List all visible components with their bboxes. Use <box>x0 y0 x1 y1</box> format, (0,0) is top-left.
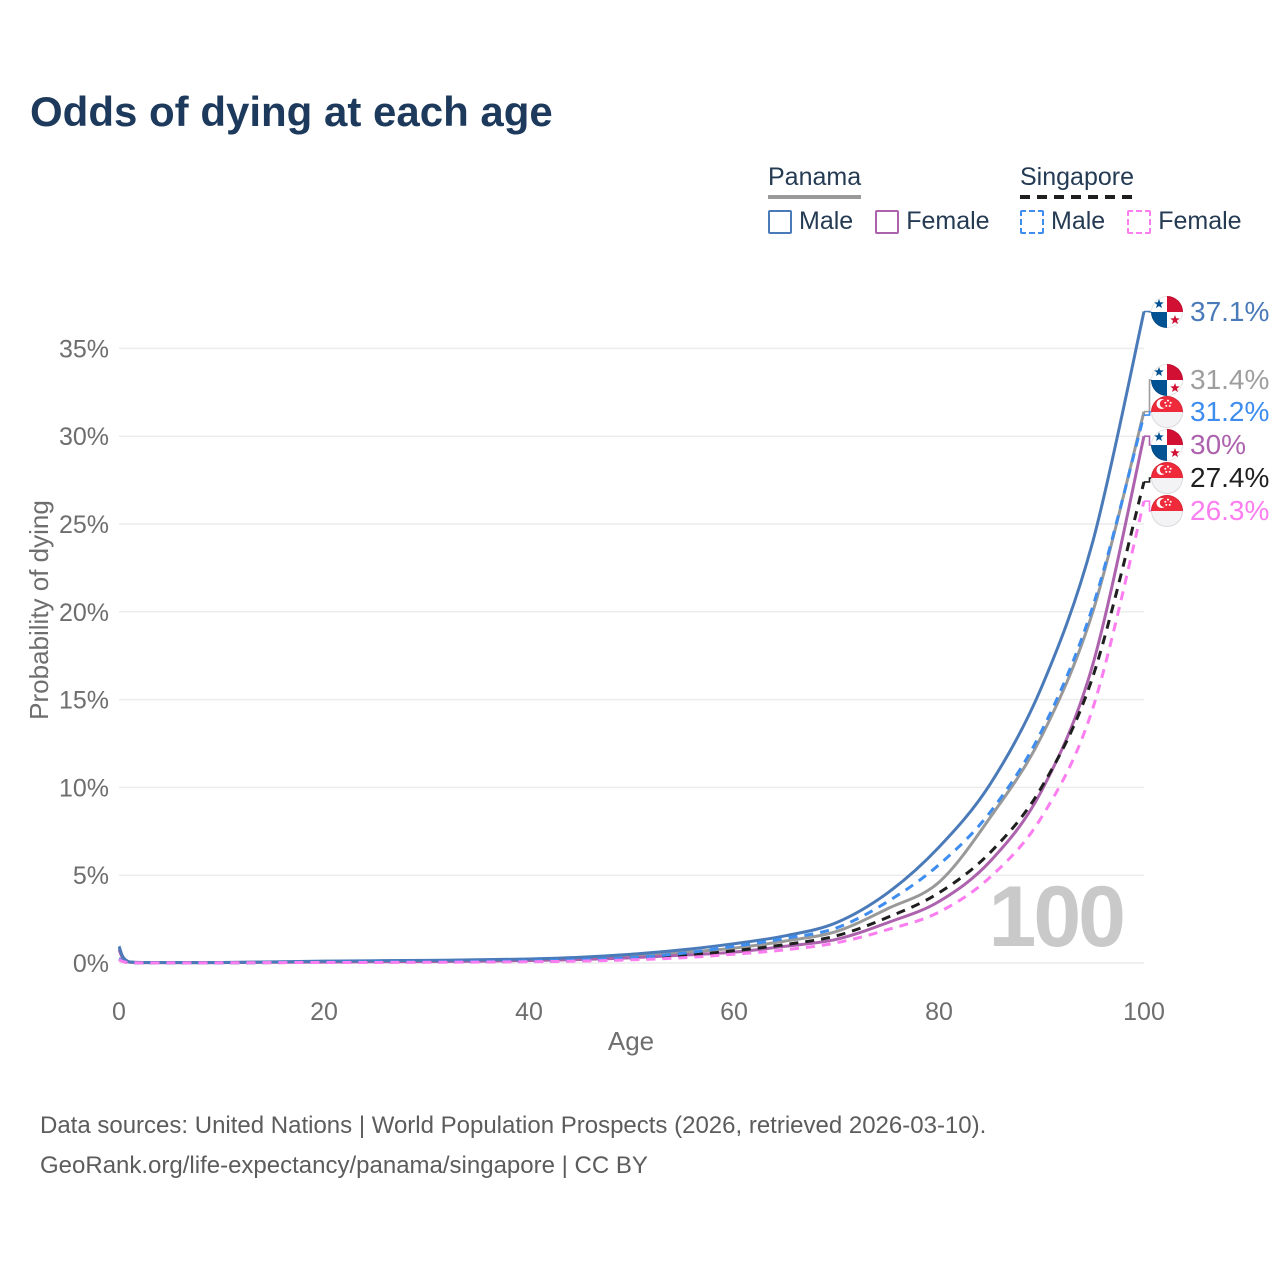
end-label-singapore[interactable]: 27.4% <box>1151 461 1269 495</box>
axis-tick-labels: 0% 5% 10% 15% 20% 25% 30% 35% 0 20 40 60 80 100 <box>59 335 1165 1026</box>
singapore-flag-icon <box>1151 495 1183 527</box>
y-tick-label: 10% <box>59 774 109 802</box>
singapore-line-style-swatch <box>1020 195 1134 199</box>
end-label-value: 30% <box>1190 429 1247 460</box>
singapore-flag-icon <box>1151 495 1183 527</box>
panama-flag-icon <box>1151 296 1183 328</box>
x-axis-title: Age <box>608 1026 654 1056</box>
panama-line-style-swatch <box>768 195 861 199</box>
y-tick-label: 0% <box>73 950 109 978</box>
end-label-value: 31.2% <box>1190 396 1270 427</box>
legend-item-label: Female <box>1158 207 1242 235</box>
panama-flag-icon <box>1151 364 1183 396</box>
panama-female-swatch <box>875 209 900 234</box>
attribution-footer: Data sources: United Nations | World Pop… <box>40 1106 986 1186</box>
series-line-singapore-female[interactable] <box>118 500 1146 965</box>
y-tick-label: 35% <box>59 335 109 363</box>
end-label-panama[interactable]: 31.4% <box>1151 363 1269 397</box>
end-label-value: 37.1% <box>1190 296 1270 327</box>
legend-item-label: Male <box>1051 207 1106 235</box>
y-axis-title: Probability of dying <box>24 500 54 720</box>
panama-flag-icon <box>1151 364 1183 396</box>
legend-item-singapore-male[interactable]: Male <box>1020 207 1105 236</box>
singapore-flag-icon <box>1151 462 1183 494</box>
legend-item-panama-male[interactable]: Male <box>768 207 853 236</box>
legend-group-title-singapore[interactable]: Singapore <box>1020 163 1134 191</box>
page-title: Odds of dying at each age <box>30 88 553 135</box>
legend-item-panama-female[interactable]: Female <box>875 207 990 236</box>
x-tick-label: 20 <box>310 998 338 1026</box>
end-label-singapore-female[interactable]: 26.3% <box>1151 494 1269 528</box>
end-label-panama-male[interactable]: 37.1% <box>1151 295 1269 329</box>
end-label-panama-female[interactable]: 30% <box>1151 428 1246 462</box>
data-source-line: Data sources: United Nations | World Pop… <box>40 1112 987 1139</box>
end-label-singapore-male[interactable]: 31.2% <box>1151 395 1269 429</box>
end-label-value: 26.3% <box>1190 495 1270 526</box>
x-tick-label: 40 <box>515 998 543 1026</box>
x-tick-label: 100 <box>1123 998 1165 1026</box>
series-line-panama-male[interactable] <box>117 311 1146 965</box>
y-tick-label: 25% <box>59 511 109 539</box>
x-tick-label: 0 <box>112 998 126 1026</box>
legend-item-singapore-female[interactable]: Female <box>1127 207 1242 236</box>
singapore-flag-icon <box>1151 396 1183 428</box>
url-license-line: GeoRank.org/life-expectancy/panama/singa… <box>40 1152 648 1179</box>
legend-group-title-panama[interactable]: Panama <box>768 163 862 191</box>
panama-male-swatch <box>768 209 792 234</box>
panama-flag-icon <box>1151 429 1183 461</box>
singapore-flag-icon <box>1151 396 1183 428</box>
legend-item-label: Female <box>906 207 990 235</box>
legend-item-label: Male <box>799 207 854 235</box>
legend-group-panama: Panama Male Female <box>768 163 990 236</box>
panama-flag-icon <box>1151 429 1183 461</box>
y-tick-label: 20% <box>59 599 109 627</box>
singapore-male-swatch <box>1020 209 1044 234</box>
chart-legend: Panama Male Female Singapore Male <box>0 163 1280 248</box>
end-label-value: 27.4% <box>1190 462 1270 493</box>
y-tick-label: 15% <box>59 687 109 715</box>
x-tick-label: 80 <box>925 998 953 1026</box>
age-counter-watermark: 100 <box>989 869 1124 965</box>
singapore-flag-icon <box>1151 462 1183 494</box>
series-line-singapore-male[interactable] <box>118 414 1146 965</box>
panama-flag-icon <box>1151 296 1183 328</box>
y-tick-label: 30% <box>59 423 109 451</box>
singapore-female-swatch <box>1127 209 1152 234</box>
legend-group-singapore: Singapore Male Female <box>1020 163 1242 236</box>
series-lines <box>117 311 1146 965</box>
y-tick-label: 5% <box>73 862 109 890</box>
end-label-value: 31.4% <box>1190 364 1270 395</box>
x-tick-label: 60 <box>720 998 748 1026</box>
